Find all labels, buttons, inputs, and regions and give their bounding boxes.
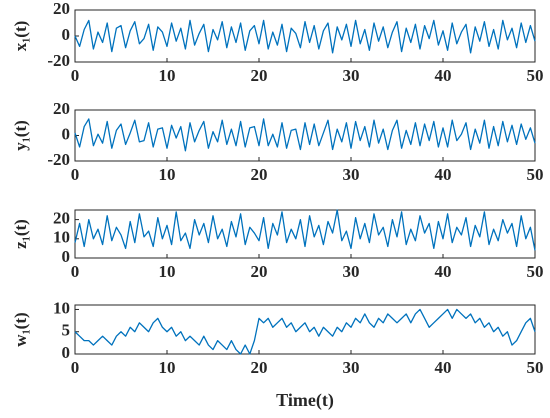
- series-line: [74, 209, 536, 251]
- x-tick-label: 0: [71, 262, 80, 281]
- y-tick-label: 10: [53, 298, 70, 317]
- y-axis-label: y₁(t): [11, 120, 30, 151]
- y-tick-label: -20: [47, 51, 70, 70]
- axes-box: [74, 209, 536, 259]
- x-axis-label: Time(t): [276, 390, 334, 411]
- x-tick-label: 20: [251, 66, 268, 85]
- y-axis-label: z₁(t): [11, 219, 30, 249]
- x-tick-label: 50: [527, 66, 544, 85]
- series-line: [74, 118, 536, 152]
- x-tick-label: 30: [343, 358, 360, 377]
- x-tick-label: 30: [343, 66, 360, 85]
- x-tick-label: 50: [527, 358, 544, 377]
- axes-box: [74, 9, 536, 63]
- y-tick-label: 10: [53, 228, 70, 247]
- x-tick-label: 40: [435, 165, 452, 184]
- y-tick-label: 20: [53, 0, 70, 18]
- x-tick-label: 20: [251, 165, 268, 184]
- y-tick-label: 0: [62, 124, 71, 143]
- series-line: [74, 308, 536, 355]
- x-tick-label: 40: [435, 358, 452, 377]
- y-tick-label: 20: [53, 209, 70, 228]
- axes-box: [74, 109, 536, 162]
- y-tick-label: 20: [53, 99, 70, 118]
- x-tick-label: 10: [159, 165, 176, 184]
- x-tick-label: 40: [435, 262, 452, 281]
- axes-box: [74, 304, 536, 355]
- x-tick-label: 20: [251, 358, 268, 377]
- x-tick-label: 30: [343, 262, 360, 281]
- x-tick-label: 30: [343, 165, 360, 184]
- y-axis-label: w₁(t): [11, 312, 30, 346]
- x-tick-label: 0: [71, 165, 80, 184]
- y-tick-label: 0: [62, 343, 71, 362]
- series-line: [74, 19, 536, 54]
- x-tick-label: 40: [435, 66, 452, 85]
- x-tick-label: 10: [159, 66, 176, 85]
- y-tick-label: -20: [47, 150, 70, 169]
- x-tick-label: 10: [159, 262, 176, 281]
- y-tick-label: 0: [62, 25, 71, 44]
- y-tick-label: 5: [62, 321, 71, 340]
- x-tick-label: 0: [71, 358, 80, 377]
- x-tick-label: 0: [71, 66, 80, 85]
- x-tick-label: 50: [527, 262, 544, 281]
- y-axis-label: x₁(t): [11, 21, 30, 52]
- x-tick-label: 20: [251, 262, 268, 281]
- y-tick-label: 0: [62, 247, 71, 266]
- x-tick-label: 50: [527, 165, 544, 184]
- x-tick-label: 10: [159, 358, 176, 377]
